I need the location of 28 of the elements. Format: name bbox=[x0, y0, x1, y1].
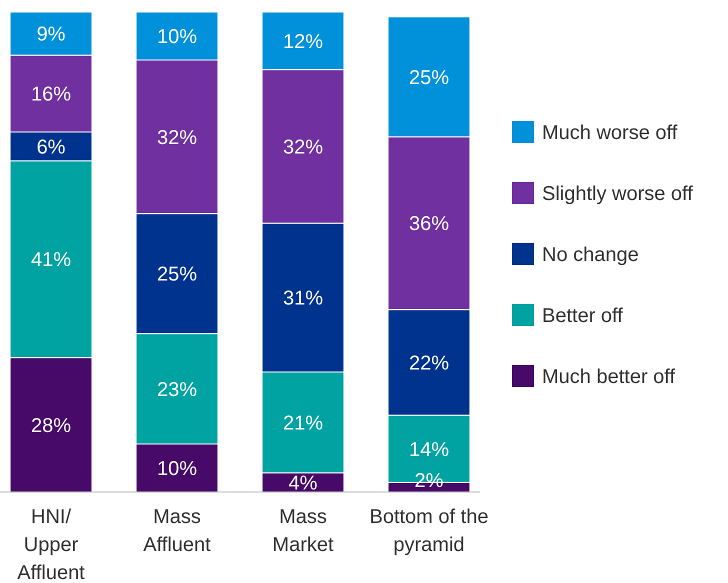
data-label: 25% bbox=[156, 264, 198, 286]
data-label: 10% bbox=[156, 458, 198, 480]
data-label: 32% bbox=[282, 136, 324, 158]
data-label: 12% bbox=[282, 30, 324, 53]
data-label: 36% bbox=[408, 213, 450, 236]
x-tick-label: Mass Market bbox=[272, 506, 334, 556]
x-tick-label: HNI/ Upper Affluent bbox=[17, 506, 86, 583]
legend-label: Much better off bbox=[542, 366, 676, 388]
data-label: 23% bbox=[156, 378, 198, 401]
data-label: 16% bbox=[31, 84, 72, 106]
data-label: 41% bbox=[31, 249, 72, 272]
data-label: 14% bbox=[408, 438, 450, 461]
x-tick-label: Bottom of the pyramid bbox=[369, 506, 488, 556]
legend-label: Slightly worse off bbox=[542, 183, 694, 205]
legend-label: Much worse off bbox=[542, 122, 678, 144]
data-label: 22% bbox=[408, 352, 450, 374]
data-label: 4% bbox=[288, 472, 318, 494]
data-label: 31% bbox=[282, 288, 324, 310]
legend-label: Better off bbox=[542, 305, 624, 327]
x-tick-label: Mass Affluent bbox=[143, 506, 212, 556]
data-label: 25% bbox=[408, 66, 450, 89]
data-label: 10% bbox=[156, 26, 198, 48]
data-label: 32% bbox=[156, 126, 198, 149]
data-label: 6% bbox=[36, 136, 66, 158]
data-label: 28% bbox=[31, 414, 72, 437]
legend-label: No change bbox=[542, 244, 639, 266]
data-label: 21% bbox=[282, 412, 324, 434]
data-label: 9% bbox=[36, 24, 66, 46]
